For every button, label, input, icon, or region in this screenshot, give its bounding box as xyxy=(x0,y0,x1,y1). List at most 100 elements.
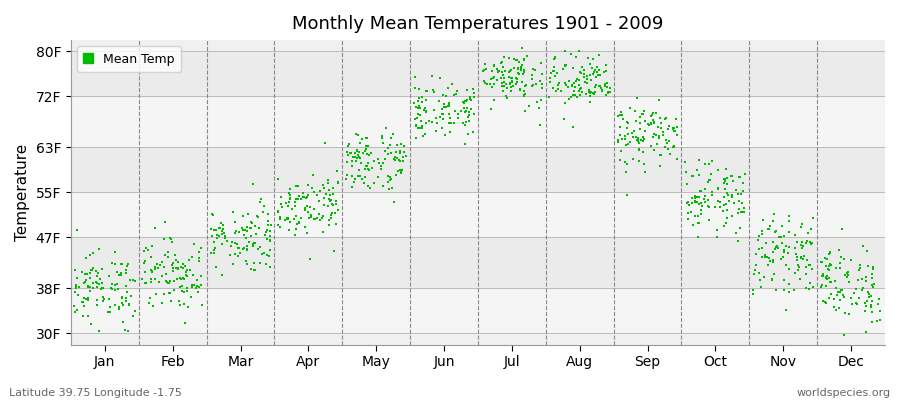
Point xyxy=(787,287,801,293)
Point xyxy=(81,284,95,290)
Point xyxy=(513,86,527,92)
Point xyxy=(441,85,455,92)
Point xyxy=(425,119,439,125)
Point xyxy=(631,138,645,144)
Point xyxy=(752,233,766,239)
Point xyxy=(735,188,750,194)
Point xyxy=(137,247,151,254)
Point xyxy=(491,68,506,74)
Point xyxy=(720,180,734,187)
Point xyxy=(748,267,762,273)
Point xyxy=(89,267,104,274)
Point xyxy=(767,270,781,277)
Point xyxy=(317,202,331,209)
Point xyxy=(602,85,616,91)
Point xyxy=(166,268,180,274)
Point xyxy=(351,173,365,179)
Point xyxy=(263,237,277,243)
Point xyxy=(218,234,232,241)
Point xyxy=(166,260,181,266)
Point xyxy=(360,134,374,141)
Point xyxy=(543,75,557,81)
Point xyxy=(315,182,329,188)
Point xyxy=(776,253,790,260)
Point xyxy=(392,158,407,164)
Point xyxy=(119,283,133,289)
Point xyxy=(300,203,314,210)
Point xyxy=(435,106,449,112)
Point xyxy=(427,89,441,95)
Point xyxy=(850,277,865,283)
Point xyxy=(621,130,635,137)
Point xyxy=(584,77,598,83)
Point xyxy=(860,303,874,309)
Point xyxy=(340,159,355,166)
Point xyxy=(238,227,252,233)
Point xyxy=(681,202,696,208)
Point xyxy=(760,226,775,232)
Point xyxy=(593,72,608,78)
Point xyxy=(655,129,670,135)
Point xyxy=(157,236,171,242)
Point xyxy=(351,152,365,159)
Point xyxy=(383,174,398,181)
Point xyxy=(393,170,408,176)
Point xyxy=(832,265,847,272)
Point xyxy=(291,195,305,202)
Point xyxy=(685,172,699,179)
Point xyxy=(264,222,278,228)
Point xyxy=(789,254,804,260)
Point xyxy=(781,213,796,220)
Point xyxy=(195,301,210,308)
Point xyxy=(806,284,821,290)
Point xyxy=(155,273,169,280)
Point xyxy=(229,228,243,234)
Point xyxy=(357,180,372,186)
Point xyxy=(192,284,206,290)
Point xyxy=(869,318,884,324)
Point xyxy=(692,172,706,178)
Point xyxy=(504,75,518,81)
Point xyxy=(509,57,524,64)
Point xyxy=(302,215,316,222)
Point xyxy=(505,78,519,84)
Point xyxy=(568,92,582,98)
Point xyxy=(824,261,838,267)
Point xyxy=(278,217,293,223)
Point xyxy=(691,220,706,226)
Point xyxy=(829,307,843,314)
Point xyxy=(320,176,335,183)
Point xyxy=(616,116,630,122)
Point xyxy=(261,221,275,228)
Point xyxy=(263,237,277,244)
Point xyxy=(824,250,838,256)
Point xyxy=(226,209,240,215)
Point xyxy=(210,235,224,241)
Point xyxy=(296,190,310,196)
Point xyxy=(863,303,878,310)
Point xyxy=(203,225,218,232)
Point xyxy=(144,279,158,286)
Point xyxy=(535,71,549,77)
Point xyxy=(838,272,852,278)
Point xyxy=(353,140,367,146)
Point xyxy=(170,259,184,266)
Point xyxy=(363,185,377,191)
Point xyxy=(512,59,526,65)
Point xyxy=(745,291,760,298)
Point xyxy=(652,97,666,103)
Point xyxy=(864,293,878,299)
Point xyxy=(298,207,312,213)
Point xyxy=(205,233,220,239)
Point xyxy=(296,194,310,200)
Point xyxy=(526,66,541,72)
Point xyxy=(433,113,447,120)
Point xyxy=(646,134,661,140)
Point xyxy=(722,197,736,204)
Point xyxy=(254,195,268,202)
Point xyxy=(464,106,479,112)
Point xyxy=(350,155,365,162)
Point xyxy=(511,64,526,71)
Point xyxy=(614,148,628,154)
Point xyxy=(442,111,456,118)
